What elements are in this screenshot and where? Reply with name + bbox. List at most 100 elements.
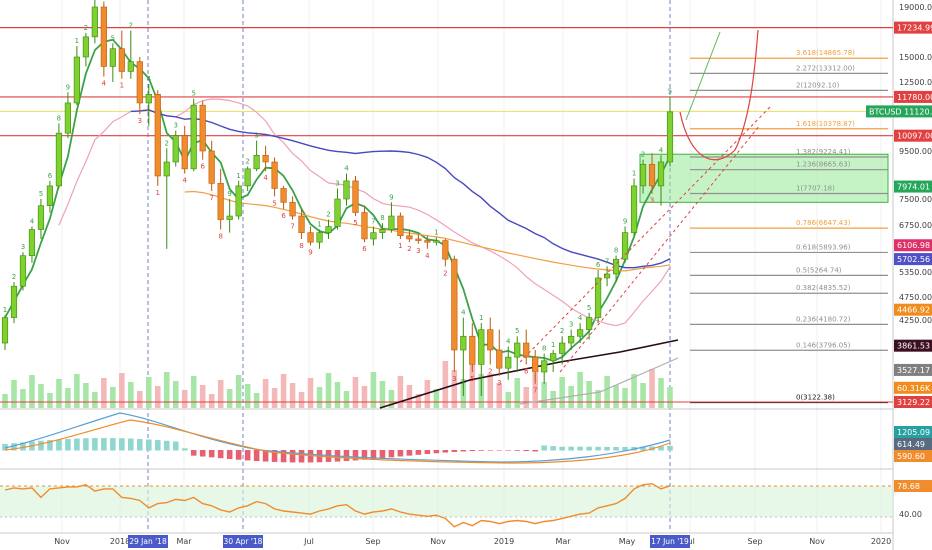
fib-label: 0.382(4835.52) — [796, 284, 851, 292]
price-badge — [894, 396, 932, 408]
candle-body — [334, 198, 341, 227]
volume-bar — [298, 392, 305, 408]
volume-bar — [110, 387, 116, 408]
candle-body — [361, 212, 368, 240]
volume-bar — [442, 361, 449, 408]
volume-bar — [137, 391, 143, 408]
price-badge-text: 3129.22 — [897, 398, 930, 407]
macd-histogram-bar — [352, 450, 359, 461]
candle-body — [199, 104, 206, 152]
macd-histogram-bar — [74, 438, 80, 451]
candle-body — [621, 232, 629, 260]
macd-histogram-bar — [361, 450, 368, 460]
date-highlight-badge — [650, 535, 690, 548]
macd-histogram-bar — [415, 450, 422, 455]
td-count-label: 6 — [524, 367, 529, 375]
td-count-label: 5 — [470, 375, 474, 383]
td-count-label: 8 — [614, 247, 618, 255]
candle-body — [1, 317, 9, 344]
volume-bar — [505, 392, 512, 408]
macd-histogram-bar — [514, 450, 521, 451]
candle-body — [397, 215, 404, 237]
macd-histogram-bar — [469, 450, 476, 452]
macd-badge-text: 614.49 — [897, 440, 925, 449]
candle-body — [433, 240, 440, 243]
macd-histogram-bar — [622, 446, 628, 451]
candle-body — [163, 161, 170, 177]
rsi-badge — [894, 480, 932, 492]
candle-body — [109, 48, 116, 67]
price-badge — [894, 90, 932, 103]
macd-histogram-bar — [11, 443, 17, 451]
time-tick-label: Mar — [555, 537, 571, 546]
price-badge-text: 60.316K — [897, 384, 931, 393]
td-count-label: 8 — [218, 233, 222, 241]
volume-bar — [128, 382, 134, 408]
price-tick-label: 7500.00 — [899, 195, 932, 204]
price-tick-label: 5350.00 — [899, 268, 932, 277]
support-zone-box — [639, 153, 889, 203]
panel-frames — [0, 0, 894, 550]
macd-histogram-bar — [47, 440, 53, 451]
candle-body — [532, 356, 539, 373]
candle-body — [208, 150, 215, 184]
macd-histogram-bar — [613, 446, 619, 451]
macd-histogram-bar — [451, 450, 458, 452]
date-highlight-text: 29 Jan '18 — [129, 537, 167, 546]
candle-body — [352, 180, 359, 213]
macd-histogram-bar — [280, 450, 287, 463]
macd-histogram-bar — [496, 450, 503, 451]
rsi-line — [4, 482, 671, 528]
candle-body — [172, 135, 179, 163]
volume-bar — [325, 373, 332, 408]
candle-body — [630, 185, 638, 233]
candles: 1234568912345123412345678912345678912345… — [1, 0, 674, 397]
candle-body — [307, 232, 314, 243]
macd-histogram-bar — [433, 450, 440, 454]
macd-line — [4, 412, 671, 463]
rsi-band — [0, 486, 893, 517]
price-badge-text: 3527.17 — [897, 366, 930, 375]
candle-body — [55, 132, 63, 187]
price-tick-label: 9500.00 — [899, 147, 932, 156]
td-count-label: 3 — [416, 247, 420, 255]
volume-bar — [334, 382, 341, 408]
price-badge — [866, 105, 932, 118]
volume-bar — [11, 380, 17, 408]
projection-arrow-red — [679, 29, 759, 161]
volume-bar — [514, 378, 521, 408]
td-count-label: 7 — [290, 223, 294, 231]
candle-body — [343, 180, 350, 200]
macd-histogram-bar — [172, 441, 179, 451]
td-count-label: 1 — [156, 189, 160, 197]
macd-panel — [2, 412, 673, 464]
projection-arrow-green — [685, 31, 721, 121]
volume-bar — [280, 374, 287, 408]
candle-body — [469, 335, 476, 365]
candle-body — [73, 56, 80, 104]
volume-bar — [208, 394, 215, 408]
fib-label: 3.618(14865.78) — [796, 49, 855, 57]
fib-label: 0.786(6647.43) — [796, 219, 851, 227]
volume-bar — [289, 383, 296, 408]
fibonacci-levels: 3.618(14865.78) 2.272(13312.00) 2(12092.10… — [690, 49, 888, 404]
macd-histogram-bar — [289, 450, 296, 463]
time-tick-label: May — [619, 537, 636, 546]
td-count-label: 5 — [272, 199, 276, 207]
candle-body — [505, 356, 512, 369]
td-count-label: 1 — [120, 82, 124, 90]
volume-bar — [38, 384, 44, 408]
macd-histogram-bar — [65, 438, 71, 451]
volume-bar — [622, 388, 628, 408]
td-count-label: 3 — [497, 379, 501, 387]
macd-histogram-bar — [83, 438, 89, 451]
td-count-label: 4 — [147, 75, 152, 83]
td-count-label: 7 — [533, 387, 537, 395]
td-count-label: 5 — [111, 34, 115, 42]
price-badge — [894, 253, 932, 266]
td-count-label: 7 — [209, 194, 213, 202]
volume-bar — [640, 383, 646, 408]
price-badge — [894, 129, 932, 142]
volume-bar — [523, 387, 530, 408]
